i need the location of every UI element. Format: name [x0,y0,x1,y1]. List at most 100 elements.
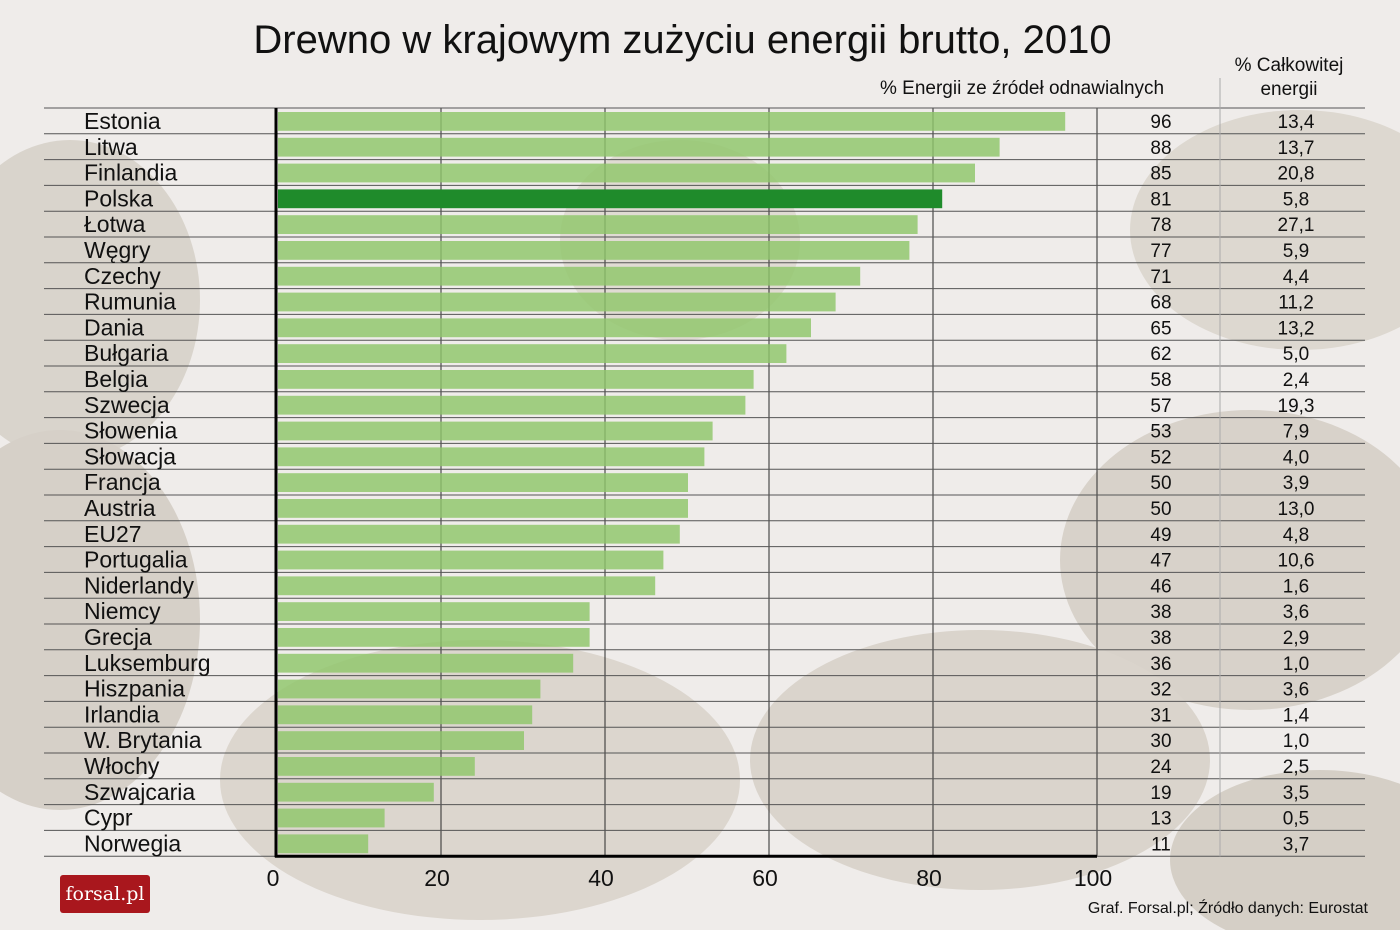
value-label: 81 [1150,189,1171,210]
share-label: 1,4 [1283,705,1310,726]
bar [278,344,787,363]
bar [278,499,688,518]
value-label: 68 [1150,293,1171,314]
value-label: 32 [1150,680,1171,701]
bar [278,395,746,415]
value-label: 78 [1150,215,1171,236]
share-label: 10,6 [1278,551,1315,572]
total-energy-header-line-2: energii [1260,79,1318,100]
value-label: 49 [1150,525,1171,546]
value-label: 62 [1150,344,1171,365]
share-label: 0,5 [1283,809,1309,830]
value-label: 24 [1150,757,1172,778]
share-label: 4,0 [1283,447,1309,468]
category-label: Słowenia [84,418,178,444]
value-label: 52 [1150,447,1171,468]
category-label: Francja [84,469,161,495]
bar [278,653,574,673]
bar [278,679,541,699]
value-label: 58 [1150,370,1171,391]
category-label: Rumunia [84,289,176,315]
value-label: 50 [1150,473,1171,494]
source-note: Graf. Forsal.pl; Źródło danych: Eurostat [1087,900,1368,917]
value-label: 38 [1150,602,1171,623]
share-label: 1,0 [1283,731,1309,752]
tick-label: 40 [588,865,614,891]
category-label: Hiszpania [84,676,185,702]
share-label: 11,2 [1278,293,1314,314]
value-label: 77 [1150,241,1171,262]
tick-label: 20 [424,865,450,891]
bar [278,602,590,621]
bar [278,421,713,441]
bar [278,447,705,467]
category-label: Cypr [84,805,133,831]
share-label: 27,1 [1278,215,1315,236]
category-label: Austria [84,495,156,521]
share-label: 5,9 [1283,241,1309,262]
share-label: 13,7 [1278,138,1315,159]
share-label: 20,8 [1278,164,1315,185]
category-label: Bułgaria [84,340,169,366]
category-label: W. Brytania [84,727,202,753]
share-label: 7,9 [1283,422,1309,443]
bar [278,731,524,750]
category-label: Czechy [84,263,161,289]
share-label: 13,4 [1278,112,1315,133]
bar [278,241,910,260]
bar [278,576,656,596]
bar [278,292,836,312]
category-label: Grecja [84,624,152,650]
category-label: Estonia [84,108,161,134]
category-label: Niemcy [84,598,161,624]
bar [278,137,1000,157]
forsal-logo: forsal.pl [60,875,150,913]
value-label: 31 [1150,705,1171,726]
bar [278,266,861,286]
value-label: 13 [1150,809,1171,830]
category-label: Belgia [84,366,148,392]
bar [278,834,369,854]
tick-label: 80 [916,865,942,891]
bar [278,370,754,389]
value-label: 47 [1150,551,1171,572]
value-label: 71 [1150,267,1171,288]
bar [278,524,680,544]
bar [278,163,975,183]
bar [278,757,475,776]
share-label: 3,6 [1283,680,1309,701]
bar [278,215,918,234]
category-label: Włochy [84,753,160,779]
tick-label: 60 [752,865,778,891]
category-label: Szwecja [84,392,170,418]
value-label: 11 [1151,834,1171,855]
value-label: 30 [1150,731,1171,752]
value-label: 88 [1150,138,1171,159]
bar [278,473,688,492]
category-label: Węgry [84,237,151,263]
share-label: 1,6 [1283,576,1309,597]
share-label: 2,5 [1283,757,1309,778]
category-label: Polska [84,185,153,211]
tick-label: 100 [1074,865,1112,891]
value-label: 38 [1150,628,1171,649]
value-label: 36 [1150,654,1171,675]
value-label: 50 [1150,499,1171,520]
category-label: Finlandia [84,160,178,186]
value-label: 65 [1150,318,1171,339]
total-energy-header-line-1: % Całkowitej [1234,55,1344,76]
category-label: Luksemburg [84,650,211,676]
total-energy-header: % Całkowitej energii [1222,54,1356,102]
bar [278,628,590,647]
bar [278,550,664,570]
category-label: Litwa [84,134,138,160]
category-label: Dania [84,314,144,340]
value-label: 19 [1150,783,1171,804]
category-label: Niderlandy [84,572,194,598]
share-label: 5,8 [1283,189,1309,210]
category-label: Irlandia [84,701,160,727]
share-label: 4,4 [1283,267,1310,288]
category-label: Norwegia [84,830,181,856]
share-label: 1,0 [1283,654,1309,675]
category-label: Słowacja [84,443,176,469]
